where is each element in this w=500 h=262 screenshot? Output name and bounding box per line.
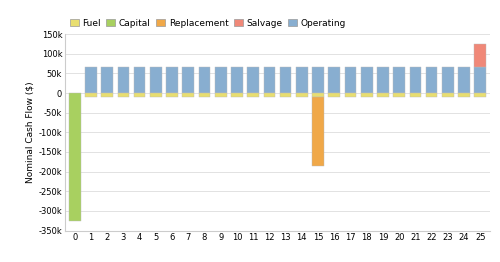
Bar <box>394 68 405 93</box>
Bar <box>442 68 454 93</box>
Bar <box>426 93 438 97</box>
Bar <box>85 68 97 93</box>
Bar <box>328 93 340 97</box>
Bar <box>150 93 162 97</box>
Bar <box>102 93 113 97</box>
Bar <box>344 93 356 97</box>
Bar <box>296 93 308 97</box>
Bar <box>328 68 340 93</box>
Bar <box>69 93 80 221</box>
Y-axis label: Nominal Cash Flow ($): Nominal Cash Flow ($) <box>26 81 35 183</box>
Bar <box>198 93 210 97</box>
Bar <box>134 68 145 93</box>
Bar <box>312 68 324 93</box>
Bar <box>102 68 113 93</box>
Bar <box>85 93 97 97</box>
Bar <box>442 93 454 97</box>
Bar <box>215 68 226 93</box>
Bar <box>231 68 243 93</box>
Bar <box>182 93 194 97</box>
Bar <box>118 68 129 93</box>
Bar <box>426 68 438 93</box>
Bar <box>198 68 210 93</box>
Bar <box>248 93 259 97</box>
Bar <box>344 68 356 93</box>
Bar <box>280 68 291 93</box>
Bar <box>361 68 372 93</box>
Bar <box>280 93 291 97</box>
Bar <box>474 68 486 93</box>
Bar <box>410 68 421 93</box>
Bar <box>458 68 470 93</box>
Bar <box>394 93 405 97</box>
Bar <box>474 93 486 97</box>
Bar <box>296 68 308 93</box>
Bar <box>134 93 145 97</box>
Bar <box>264 93 275 97</box>
Legend: Fuel, Capital, Replacement, Salvage, Operating: Fuel, Capital, Replacement, Salvage, Ope… <box>70 19 346 28</box>
Bar <box>118 93 129 97</box>
Bar <box>215 93 226 97</box>
Bar <box>166 93 178 97</box>
Bar <box>474 44 486 68</box>
Bar <box>166 68 178 93</box>
Bar <box>410 93 421 97</box>
Bar <box>377 93 389 97</box>
Bar <box>312 93 324 97</box>
Bar <box>231 93 243 97</box>
Bar <box>361 93 372 97</box>
Bar <box>264 68 275 93</box>
Bar <box>182 68 194 93</box>
Bar <box>458 93 470 97</box>
Bar <box>248 68 259 93</box>
Bar <box>312 97 324 166</box>
Bar <box>377 68 389 93</box>
Bar <box>150 68 162 93</box>
